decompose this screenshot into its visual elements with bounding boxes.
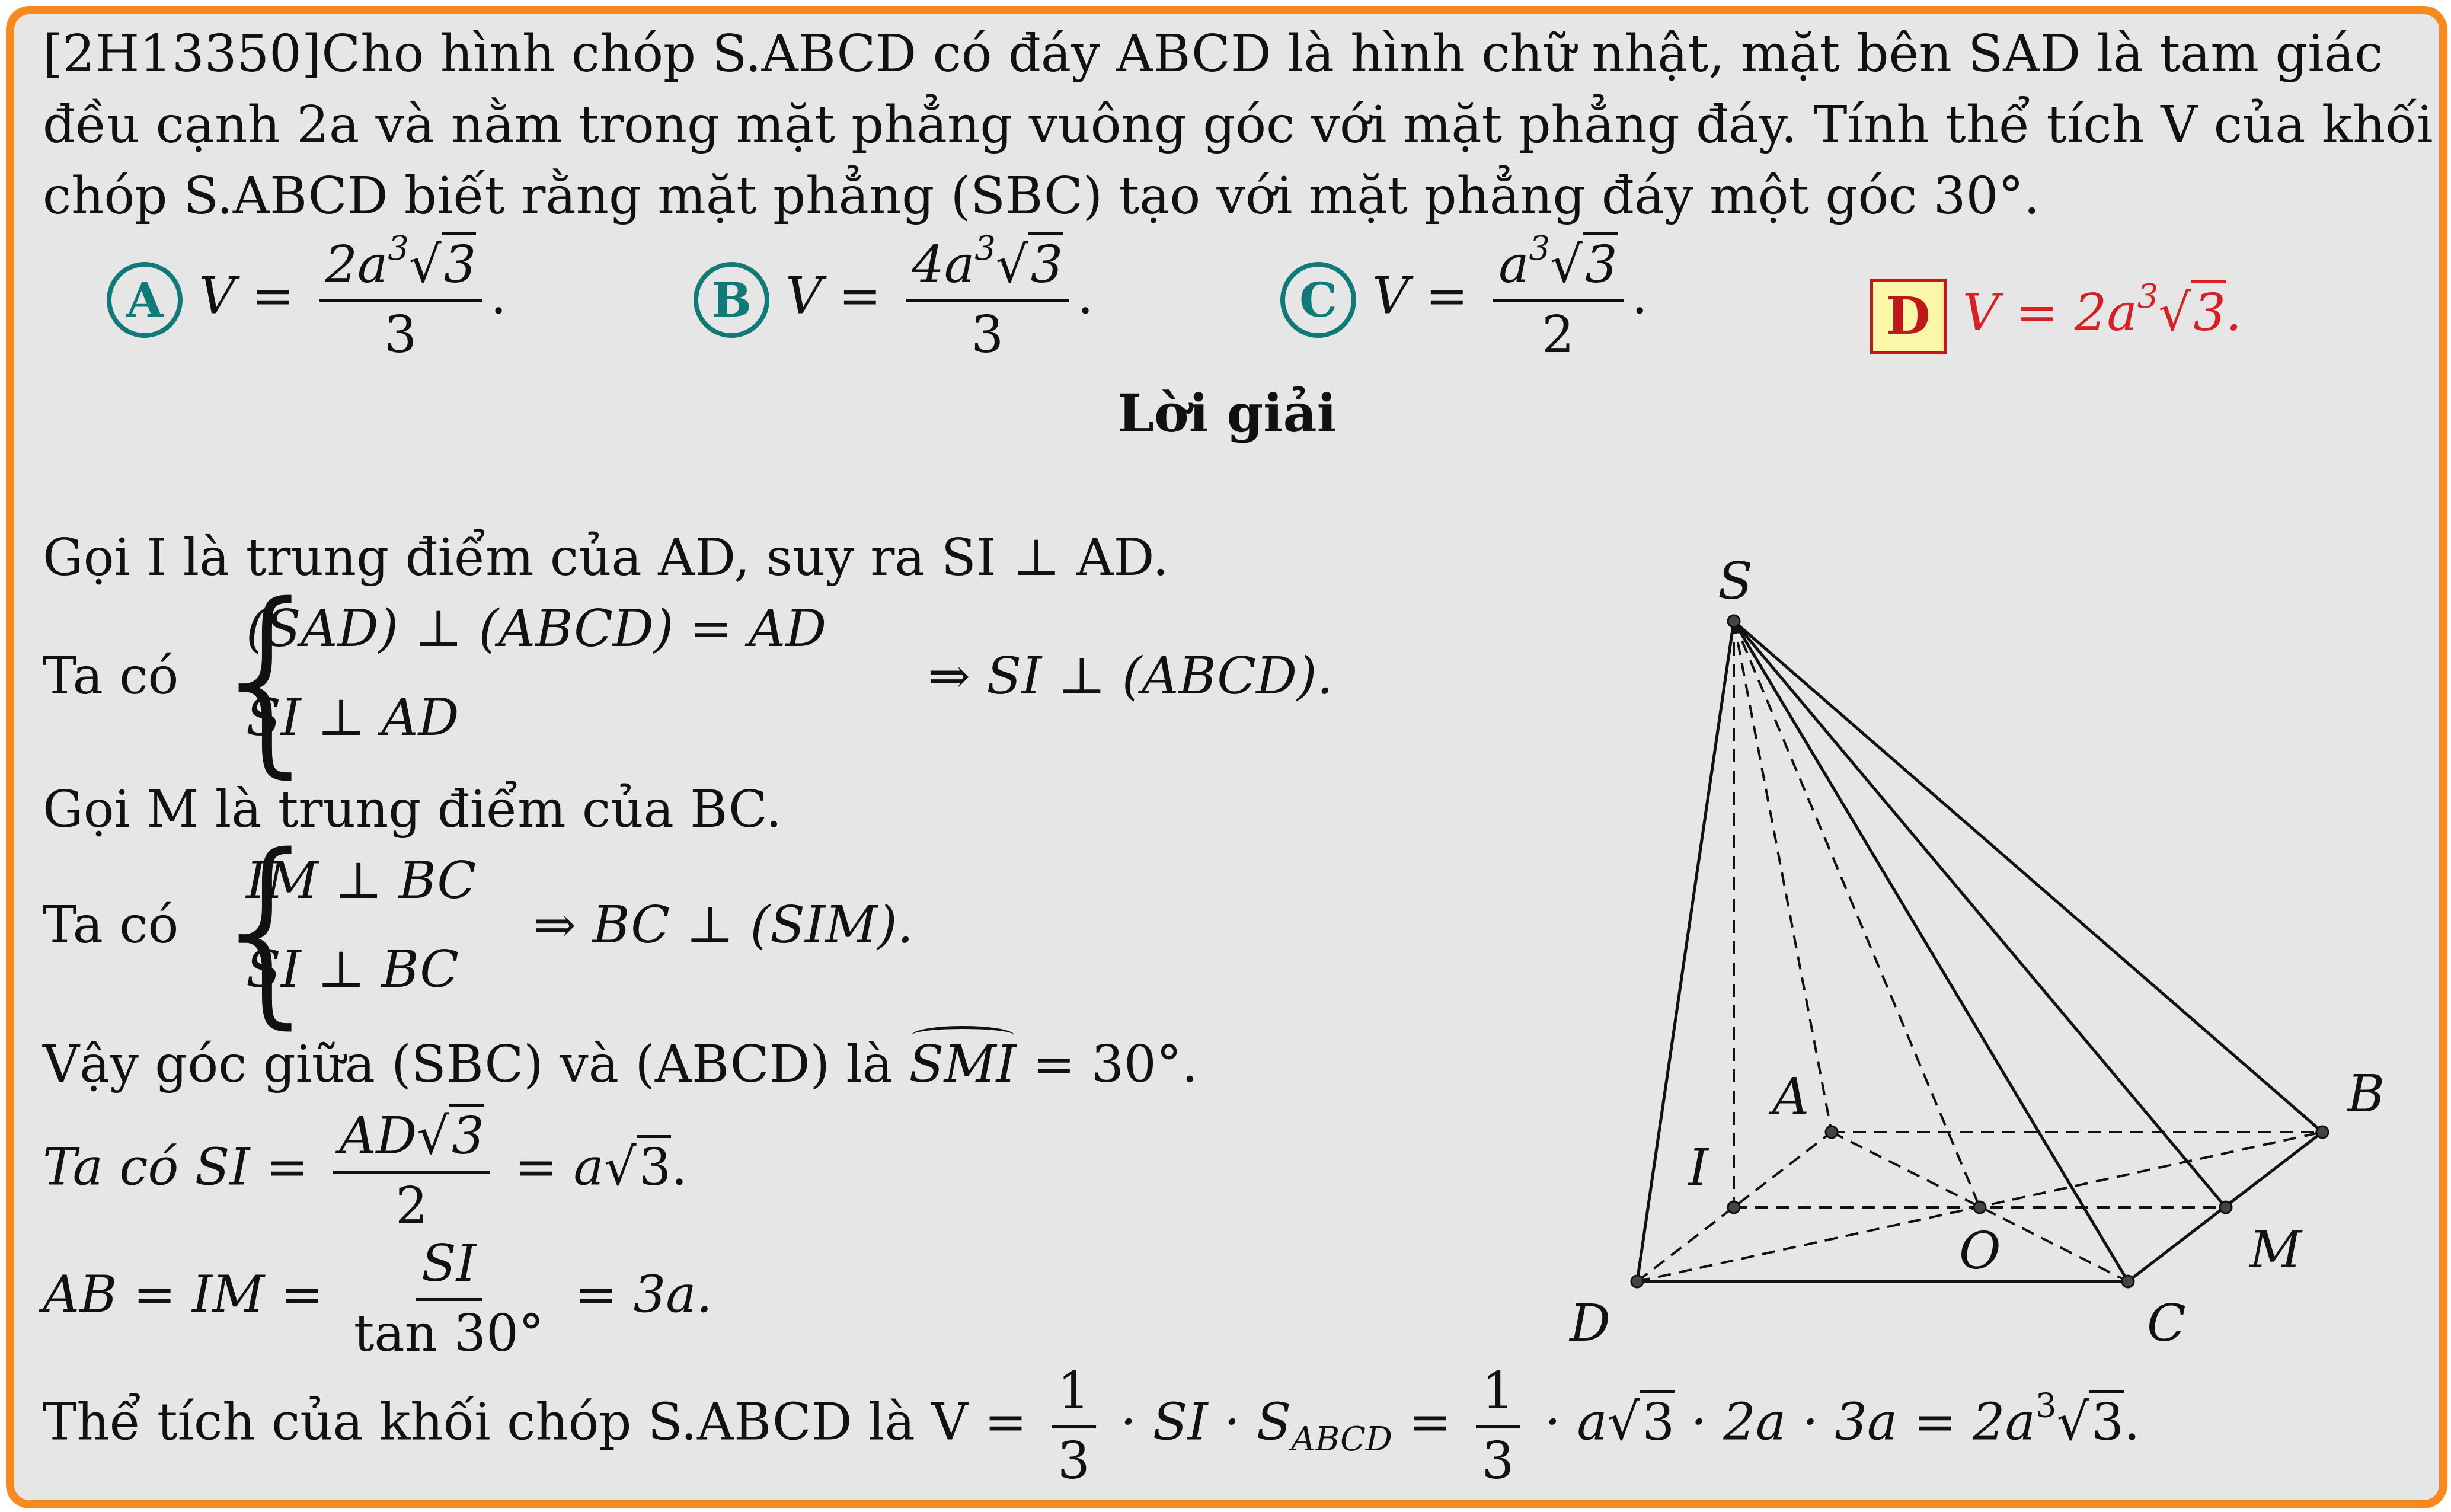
edge-ac	[1831, 1131, 2129, 1283]
system-2-result: ⇒ BC ⊥ (SIM).	[533, 896, 913, 955]
option-a[interactable]: A V = 2a3√3 3 .	[107, 232, 507, 363]
option-b-marker: B	[694, 262, 769, 338]
option-c-lhs: V =	[1372, 266, 1468, 326]
solution-ab-line: AB = IM = SI tan 30° = 3a.	[43, 1234, 712, 1363]
label-m: M	[2248, 1220, 2303, 1280]
label-a: A	[1768, 1067, 1809, 1127]
system-2-line-a: IM ⊥ BC	[246, 851, 477, 910]
problem-line-1: [2H13350]Cho hình chóp S.ABCD có đáy ABC…	[43, 24, 2383, 84]
option-c-fraction: a3√3 2	[1493, 232, 1624, 363]
solution-line-3: Gọi M là trung điểm của BC.	[43, 780, 782, 839]
system-1-line-a: (SAD) ⊥ (ABCD) = AD	[246, 599, 827, 658]
option-c-marker: C	[1280, 262, 1356, 338]
option-d[interactable]: D V = 2a3√3.	[1870, 279, 2242, 354]
option-a-marker: A	[107, 262, 183, 338]
problem-card	[6, 6, 2447, 1508]
system-1-line-b: SI ⊥ AD	[246, 688, 459, 747]
option-a-fraction: 2a3√3 3	[319, 232, 482, 363]
option-d-expression: V = 2a3√3.	[1962, 277, 2242, 343]
label-i: I	[1687, 1139, 1709, 1198]
edge-sc	[1732, 620, 2130, 1283]
edge-da	[1636, 1131, 1833, 1283]
edge-sd	[1635, 621, 1736, 1282]
label-c: C	[2147, 1294, 2186, 1353]
option-a-lhs: V =	[199, 266, 295, 326]
label-b: B	[2346, 1065, 2385, 1124]
system-2-label: Ta có	[43, 896, 179, 955]
option-d-marker: D	[1870, 279, 1947, 354]
label-s: S	[1718, 552, 1753, 611]
option-b-fraction: 4a3√3 3	[906, 232, 1069, 363]
system-1-brace: {	[204, 561, 333, 796]
option-b-lhs: V =	[785, 266, 881, 326]
si-fraction: AD√3 2	[333, 1104, 490, 1234]
option-b[interactable]: B V = 4a3√3 3 .	[694, 232, 1094, 363]
option-c[interactable]: C V = a3√3 2 .	[1280, 232, 1648, 363]
edge-sa	[1733, 621, 1833, 1133]
angle-smi: SMI	[909, 1025, 1017, 1095]
edge-sm	[1733, 620, 2227, 1209]
solution-si-line: Ta có SI = AD√3 2 = a√3.	[43, 1104, 688, 1234]
problem-line-3: chóp S.ABCD biết rằng mặt phẳng (SBC) tạ…	[43, 167, 2040, 226]
system-2-brace: {	[204, 812, 333, 1047]
system-1-label: Ta có	[43, 647, 179, 706]
system-1-result: ⇒ SI ⊥ (ABCD).	[928, 647, 1333, 706]
label-d: D	[1568, 1294, 1610, 1353]
edge-sb	[1733, 620, 2324, 1133]
system-2-line-b: SI ⊥ BC	[246, 940, 459, 999]
label-o: O	[1959, 1222, 2001, 1281]
solution-title: Lời giải	[1117, 382, 1337, 444]
solution-angle-line: Vậy góc giữa (SBC) và (ABCD) là SMI = 30…	[43, 1025, 1198, 1095]
problem-line-2: đều cạnh 2a và nằm trong mặt phẳng vuông…	[43, 95, 2433, 155]
edge-so	[1733, 621, 1981, 1208]
ab-fraction: SI tan 30°	[353, 1234, 544, 1363]
solution-line-1: Gọi I là trung điểm của AD, suy ra SI ⊥ …	[43, 528, 1169, 587]
